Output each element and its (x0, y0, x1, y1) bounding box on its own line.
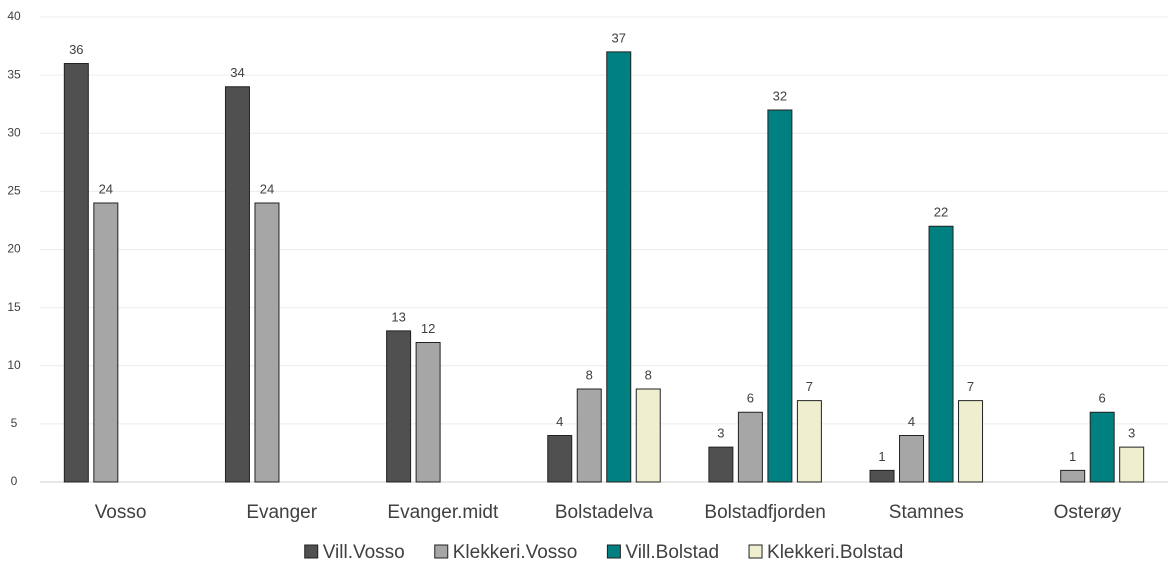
value-label: 32 (773, 88, 787, 103)
value-label: 13 (391, 309, 405, 324)
value-label: 36 (69, 42, 83, 57)
legend-label: Vill.Vosso (323, 542, 405, 563)
bar (576, 388, 602, 483)
value-label: 22 (934, 205, 948, 220)
bar (224, 86, 250, 483)
bar (737, 411, 763, 483)
bar (1089, 411, 1115, 483)
bar (869, 469, 895, 483)
bar (1119, 446, 1145, 483)
value-label: 34 (230, 65, 244, 80)
value-label: 1 (878, 449, 885, 464)
bar (767, 109, 793, 483)
y-tick-label: 10 (7, 358, 21, 372)
value-label: 24 (260, 181, 274, 196)
y-tick-label: 35 (7, 67, 21, 81)
x-tick-label: Osterøy (1054, 502, 1122, 523)
x-tick-label: Evanger.midt (387, 502, 499, 523)
bar (547, 435, 573, 483)
x-tick-label: Bolstadfjorden (704, 502, 825, 523)
legend-swatch (748, 544, 763, 559)
value-label: 3 (1128, 426, 1135, 441)
bar (708, 446, 734, 483)
bar (93, 202, 119, 483)
legend-label: Vill.Bolstad (625, 542, 719, 563)
x-tick-label: Stamnes (889, 502, 964, 523)
x-tick-label: Bolstadelva (555, 502, 654, 523)
bar (386, 330, 412, 483)
x-tick-label: Evanger (246, 502, 317, 523)
legend-label: Klekkeri.Bolstad (767, 542, 903, 563)
bar (635, 388, 661, 483)
value-label: 12 (421, 321, 435, 336)
value-label: 4 (908, 414, 915, 429)
y-tick-label: 40 (7, 9, 21, 23)
y-tick-label: 30 (7, 125, 21, 139)
y-tick-label: 20 (7, 242, 21, 256)
bar (254, 202, 280, 483)
bar (899, 435, 925, 483)
bar (606, 51, 632, 483)
legend-swatch (434, 544, 449, 559)
value-label: 6 (747, 391, 754, 406)
y-tick-label: 0 (11, 474, 18, 488)
x-tick-label: Vosso (95, 502, 147, 523)
value-label: 7 (967, 379, 974, 394)
y-tick-label: 25 (7, 184, 21, 198)
bar (928, 225, 954, 483)
bar (796, 400, 822, 483)
y-tick-label: 15 (7, 300, 21, 314)
bar (958, 400, 984, 483)
value-label: 4 (556, 414, 563, 429)
y-tick-label: 5 (11, 416, 18, 430)
value-label: 37 (612, 30, 626, 45)
legend-swatch (606, 544, 621, 559)
value-label: 7 (806, 379, 813, 394)
value-label: 6 (1099, 391, 1106, 406)
legend-label: Klekkeri.Vosso (453, 542, 578, 563)
legend-swatch (304, 544, 319, 559)
value-label: 3 (717, 426, 724, 441)
value-label: 8 (586, 367, 593, 382)
value-label: 1 (1069, 449, 1076, 464)
bar (63, 63, 89, 483)
value-label: 24 (99, 181, 113, 196)
bar (1060, 469, 1086, 483)
bar (415, 342, 441, 483)
value-label: 8 (645, 367, 652, 382)
